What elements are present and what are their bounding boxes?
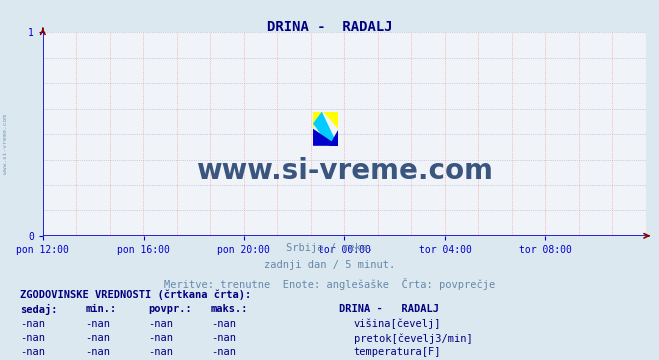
Text: -nan: -nan [86, 333, 111, 343]
Text: Srbija / reke.: Srbija / reke. [286, 243, 373, 253]
Text: zadnji dan / 5 minut.: zadnji dan / 5 minut. [264, 260, 395, 270]
Text: -nan: -nan [211, 333, 236, 343]
Text: -nan: -nan [148, 347, 173, 357]
Text: povpr.:: povpr.: [148, 304, 192, 314]
Polygon shape [330, 130, 338, 146]
Text: maks.:: maks.: [211, 304, 248, 314]
Text: -nan: -nan [148, 333, 173, 343]
Text: Meritve: trenutne  Enote: anglešaške  Črta: povprečje: Meritve: trenutne Enote: anglešaške Črta… [164, 278, 495, 289]
Text: -nan: -nan [211, 347, 236, 357]
Text: www.si-vreme.com: www.si-vreme.com [196, 157, 493, 185]
Polygon shape [313, 129, 338, 146]
Text: -nan: -nan [211, 319, 236, 329]
Text: -nan: -nan [20, 319, 45, 329]
Text: -nan: -nan [20, 333, 45, 343]
Polygon shape [313, 112, 323, 129]
Polygon shape [313, 112, 338, 146]
Text: DRINA -   RADALJ: DRINA - RADALJ [339, 304, 440, 314]
Text: -nan: -nan [86, 319, 111, 329]
Text: -nan: -nan [148, 319, 173, 329]
Text: min.:: min.: [86, 304, 117, 314]
Polygon shape [313, 112, 338, 129]
Text: pretok[čevelj3/min]: pretok[čevelj3/min] [354, 333, 473, 343]
Text: višina[čevelj]: višina[čevelj] [354, 319, 442, 329]
Text: temperatura[F]: temperatura[F] [354, 347, 442, 357]
Text: ZGODOVINSKE VREDNOSTI (črtkana črta):: ZGODOVINSKE VREDNOSTI (črtkana črta): [20, 290, 251, 300]
Text: -nan: -nan [86, 347, 111, 357]
Text: -nan: -nan [20, 347, 45, 357]
Text: DRINA -  RADALJ: DRINA - RADALJ [267, 20, 392, 34]
Text: www.si-vreme.com: www.si-vreme.com [3, 114, 8, 174]
Text: sedaj:: sedaj: [20, 304, 57, 315]
